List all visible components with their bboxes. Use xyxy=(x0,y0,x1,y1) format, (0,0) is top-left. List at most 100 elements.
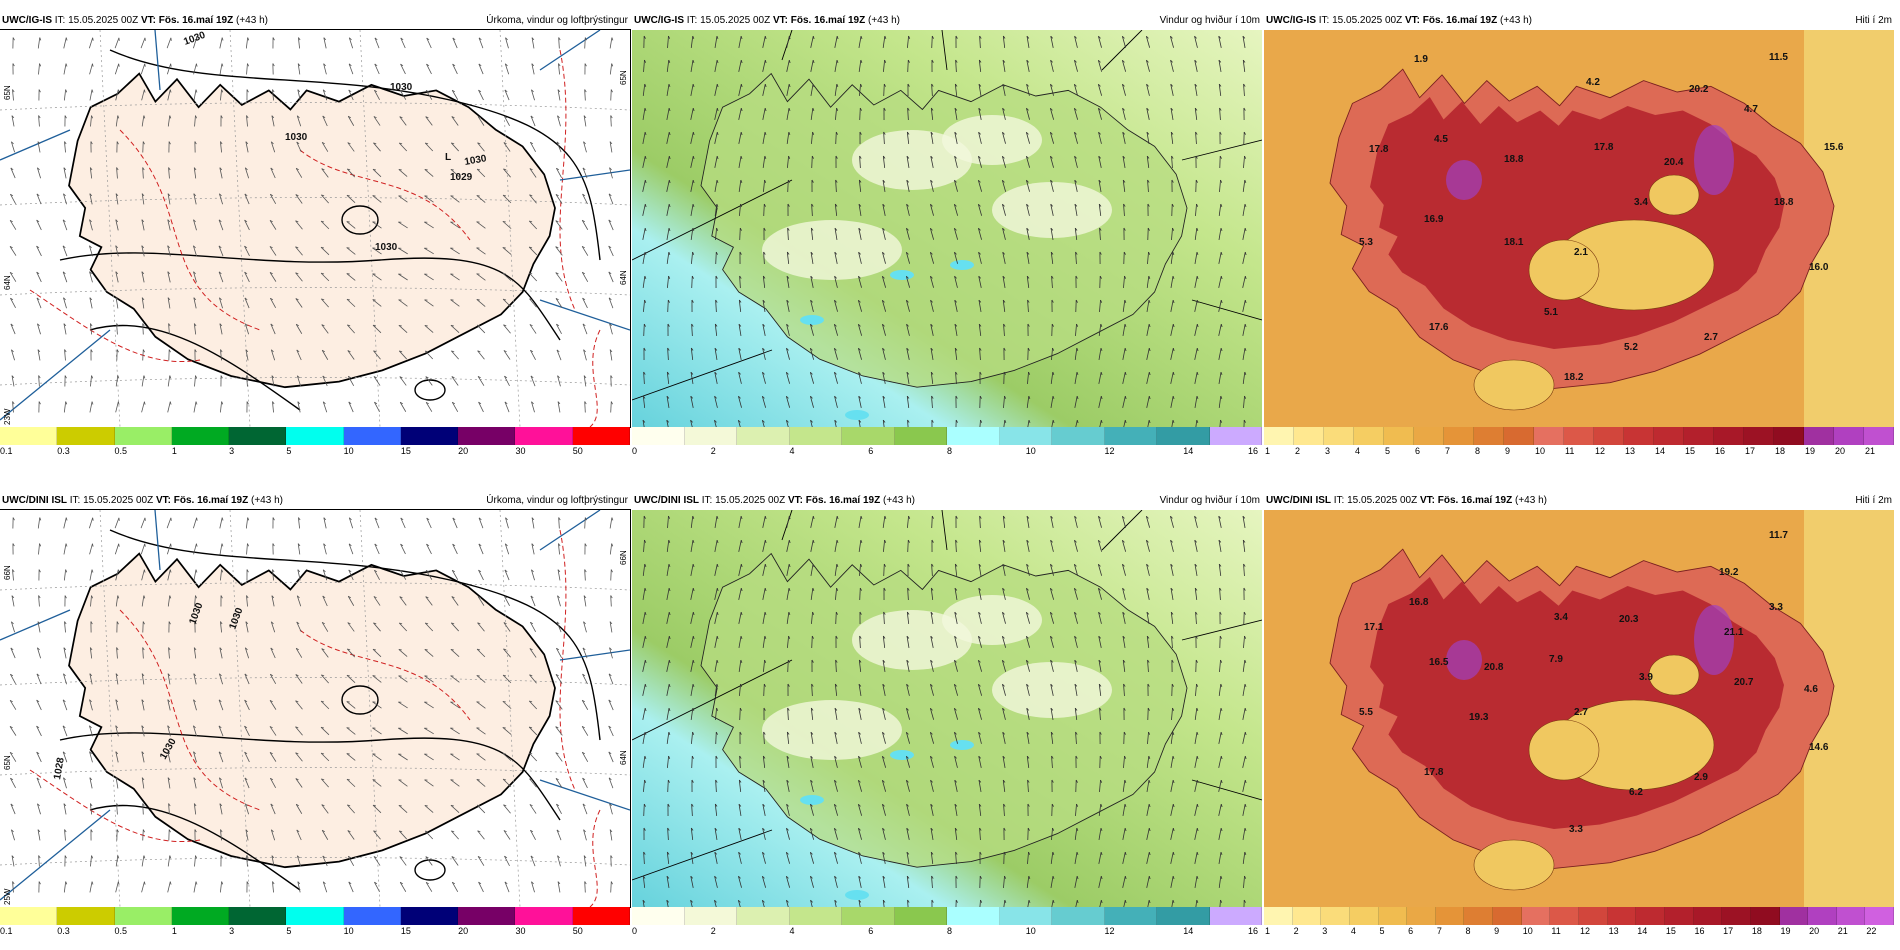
colorbar-tick-label: 13 xyxy=(1608,926,1619,936)
map-wind[interactable] xyxy=(632,30,1262,427)
cool-highland xyxy=(1648,174,1700,216)
valid-time: VT: Fös. 16.maí 19Z xyxy=(155,495,249,506)
map-wind[interactable] xyxy=(632,510,1262,907)
colorbar xyxy=(632,427,1262,445)
colorbar-tick-label: 20 xyxy=(458,926,469,936)
colorbar-tick-label: 0 xyxy=(632,926,638,936)
temperature-label: 2.1 xyxy=(1574,247,1588,258)
panel-title: Hiti í 2m xyxy=(1855,15,1892,26)
colorbar-tick-label: 5 xyxy=(1379,926,1385,936)
panel-title: Vindur og hviður í 10m xyxy=(1159,495,1260,506)
model-name: UWC/DINI ISL xyxy=(634,495,699,506)
temperature-label: 17.6 xyxy=(1429,322,1449,333)
colorbar xyxy=(0,907,630,925)
temperature-label: 4.6 xyxy=(1804,684,1818,695)
panel-run-info: UWC/DINI ISL IT: 15.05.2025 00Z VT: Fös.… xyxy=(634,492,915,510)
temperature-label: 6.2 xyxy=(1629,787,1643,798)
temperature-label: 5.1 xyxy=(1544,307,1558,318)
temperature-label: 21.1 xyxy=(1724,627,1744,638)
colorbar-tick-label: 12 xyxy=(1595,446,1606,456)
colorbar-tick-label: 2 xyxy=(710,926,716,936)
temperature-label: 5.2 xyxy=(1624,342,1638,353)
map-temp[interactable]: 11.7 19.2 16.8 3.3 17.1 3.4 20.3 21.1 16.5 20.8 7.… xyxy=(1264,510,1894,907)
colorbar-tick-label: 18 xyxy=(1751,926,1762,936)
colorbar-tick-label: 6 xyxy=(1408,926,1414,936)
graticule-label: 65N xyxy=(3,85,12,100)
graticule-label: 25W xyxy=(3,888,12,905)
glacier-area xyxy=(950,260,974,270)
colorbar-tick-label: 15 xyxy=(1685,446,1696,456)
colorbar-tick-label: 8 xyxy=(947,446,953,456)
panel-run-info: UWC/DINI ISL IT: 15.05.2025 00Z VT: Fös.… xyxy=(1266,492,1547,510)
temperature-label: 19.3 xyxy=(1469,712,1489,723)
colorbar-swatch xyxy=(1550,907,1580,925)
temperature-label: 20.8 xyxy=(1484,662,1504,673)
precip-contours xyxy=(29,49,601,427)
model-name: UWC/DINI ISL xyxy=(2,495,67,506)
temperature-label: 16.0 xyxy=(1809,262,1829,273)
colorbar-swatch xyxy=(1414,427,1444,445)
map-precip[interactable]: 1030 1030 1030 1030 1030 L 1029 65N 64N 65N 64N 23W xyxy=(0,29,631,428)
colorbar-swatch xyxy=(458,427,516,445)
model-name: UWC/DINI ISL xyxy=(1266,495,1331,506)
cool-highland xyxy=(1648,654,1700,696)
panel-run-info: UWC/DINI ISL IT: 15.05.2025 00Z VT: Fös.… xyxy=(2,492,283,510)
colorbar-tick-label: 8 xyxy=(947,926,953,936)
panel-header: UWC/IG-IS IT: 15.05.2025 00Z VT: Fös. 16… xyxy=(0,12,630,30)
temperature-label: 17.1 xyxy=(1364,622,1384,633)
colorbar-swatch xyxy=(458,907,516,925)
init-time: IT: 15.05.2025 00Z xyxy=(1318,15,1403,26)
colorbar-swatch xyxy=(572,907,630,925)
iceland-landmass xyxy=(68,552,556,869)
colorbar-swatch xyxy=(737,427,790,445)
colorbar-tick-label: 4 xyxy=(1350,926,1356,936)
colorbar-tick-label: 14 xyxy=(1183,926,1194,936)
colorbar-tick-label: 7 xyxy=(1445,446,1451,456)
glacier-area xyxy=(845,410,869,420)
colorbar-tick-label: 16 xyxy=(1715,446,1726,456)
colorbar-tick-label: 0.5 xyxy=(114,926,128,936)
colorbar-swatch xyxy=(343,427,401,445)
wind-vectors xyxy=(9,37,614,413)
cool-highland xyxy=(1473,359,1555,411)
colorbar-swatch xyxy=(572,427,630,445)
colorbar-tick-label: 14 xyxy=(1183,446,1194,456)
colorbar-swatch xyxy=(1654,427,1684,445)
pressure-low-label: L xyxy=(445,152,451,163)
lead-time: (+43 h) xyxy=(1515,495,1547,506)
colorbar-swatch xyxy=(999,427,1052,445)
temperature-label: 3.3 xyxy=(1769,602,1783,613)
colorbar-tick-label: 4 xyxy=(789,446,795,456)
temperature-label: 3.4 xyxy=(1554,612,1568,623)
colorbar-tick-label: 2 xyxy=(1293,926,1299,936)
colorbar-tick-label: 8 xyxy=(1465,926,1471,936)
fronts xyxy=(0,30,630,421)
colorbar-swatch xyxy=(114,427,172,445)
colorbar-swatch xyxy=(1774,427,1804,445)
fronts xyxy=(0,510,630,901)
colorbar-tick-label: 20 xyxy=(458,446,469,456)
panel-run-info: UWC/IG-IS IT: 15.05.2025 00Z VT: Fös. 16… xyxy=(1266,12,1532,30)
panel-temp-ig-is: UWC/IG-IS IT: 15.05.2025 00Z VT: Fös. 16… xyxy=(1264,12,1894,467)
valid-time: VT: Fös. 16.maí 19Z xyxy=(140,15,234,26)
calm-area xyxy=(762,700,902,760)
colorbar-swatch xyxy=(1209,907,1262,925)
colorbar-swatch xyxy=(632,907,685,925)
temperature-label: 5.5 xyxy=(1359,707,1373,718)
map-temp[interactable]: 11.5 1.9 4.2 20.2 4.7 17.8 4.5 18.8 17.8 20.4 15.6… xyxy=(1264,30,1894,427)
colorbar-swatch xyxy=(1684,427,1714,445)
isobar-label: 1030 xyxy=(464,153,488,168)
colorbar-swatch xyxy=(515,907,573,925)
colorbar-tick-label: 10 xyxy=(1025,446,1036,456)
colorbar-tick-label: 10 xyxy=(1025,926,1036,936)
map-precip[interactable]: 1030 1030 1030 1028 66N 65N 66N 64N 25W xyxy=(0,509,631,908)
panel-precip-dini-isl: UWC/DINI ISL IT: 15.05.2025 00Z VT: Fös.… xyxy=(0,492,631,947)
colorbar-tick-label: 10 xyxy=(343,926,354,936)
colorbar-swatch xyxy=(737,907,790,925)
colorbar-tick-label: 17 xyxy=(1745,446,1756,456)
colorbar-swatch xyxy=(1607,907,1637,925)
hot-spot xyxy=(1446,640,1482,680)
colorbar-tick-label: 19 xyxy=(1780,926,1791,936)
valid-time: VT: Fös. 16.maí 19Z xyxy=(1419,495,1513,506)
panel-run-info: UWC/IG-IS IT: 15.05.2025 00Z VT: Fös. 16… xyxy=(2,12,268,30)
